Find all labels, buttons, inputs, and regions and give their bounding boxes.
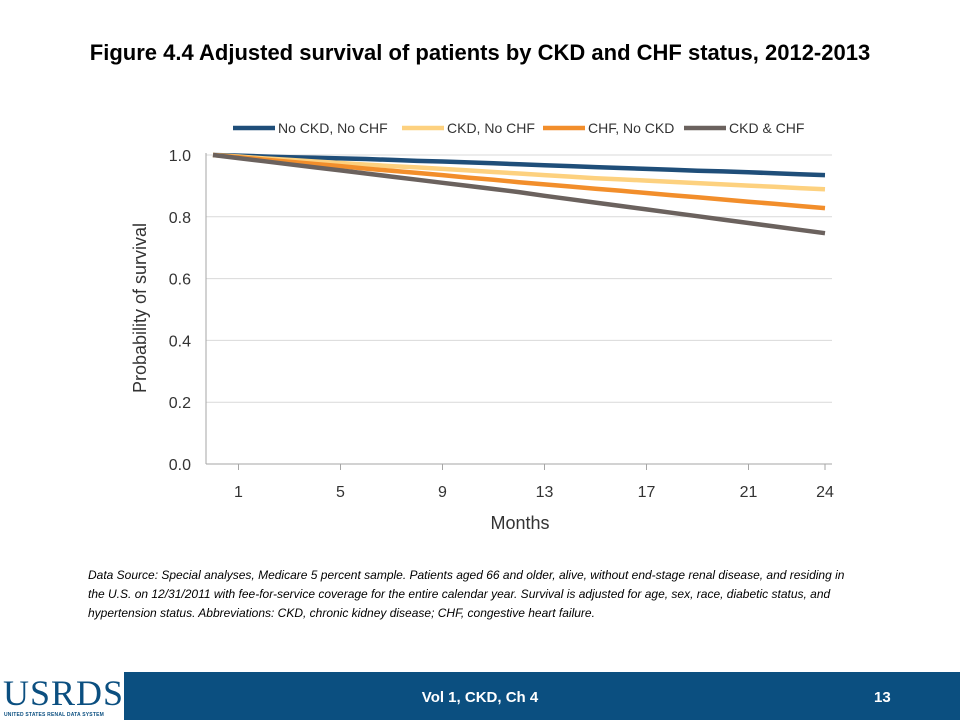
y-tick-label: 0.8: [169, 210, 191, 227]
series-lines: [212, 152, 826, 236]
x-axis-label: Months: [490, 513, 549, 533]
series-line-1: [212, 152, 826, 178]
footer-bar: [0, 672, 960, 720]
legend-label: No CKD, No CHF: [278, 120, 388, 136]
x-tick-label: 17: [638, 484, 656, 501]
slide-title: Figure 4.4 Adjusted survival of patients…: [89, 40, 871, 65]
y-tick-labels: 0.0 0.2 0.4 0.6 0.8 1.0: [169, 148, 191, 474]
y-tick-label: 0.0: [169, 457, 191, 474]
y-tick-label: 0.6: [169, 272, 191, 289]
logo-wordmark: USRDS: [3, 673, 125, 713]
survival-line-chart: No CKD, No CHF CKD, No CHF CHF, No CKD CKD …: [130, 120, 834, 533]
series-line-4: [212, 152, 826, 236]
x-tick-label: 5: [336, 484, 345, 501]
logo-subtitle: UNITED STATES RENAL DATA SYSTEM: [4, 712, 104, 718]
x-tick-label: 13: [536, 484, 554, 501]
legend-label: CHF, No CKD: [588, 120, 674, 136]
x-tick-label: 21: [740, 484, 758, 501]
page-number: 13: [874, 689, 891, 706]
series-line-2: [212, 152, 826, 192]
x-tick-label: 9: [438, 484, 447, 501]
x-tick-labels: 1 5 9 13 17 21 24: [234, 484, 834, 501]
y-tick-label: 0.2: [169, 395, 191, 412]
y-axis-label: Probability of survival: [130, 223, 150, 393]
footer-label: Vol 1, CKD, Ch 4: [421, 689, 539, 706]
chart-axes: [205, 153, 832, 470]
legend-label: CKD, No CHF: [447, 120, 535, 136]
x-tick-label: 24: [816, 484, 834, 501]
series-line-3: [212, 152, 826, 211]
x-tick-label: 1: [234, 484, 243, 501]
chart-footnote: Data Source: Special analyses, Medicare …: [88, 568, 845, 620]
y-tick-label: 1.0: [169, 148, 191, 165]
chart-legend: No CKD, No CHF CKD, No CHF CHF, No CKD CKD …: [233, 120, 804, 136]
y-gridlines: [206, 154, 832, 403]
legend-label: CKD & CHF: [729, 120, 804, 136]
usrds-logo: USRDS UNITED STATES RENAL DATA SYSTEM: [0, 672, 124, 720]
y-tick-label: 0.4: [169, 333, 191, 350]
